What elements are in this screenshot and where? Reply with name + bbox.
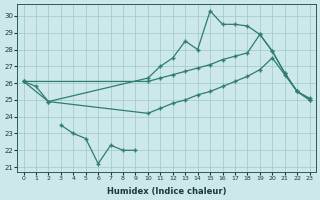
- X-axis label: Humidex (Indice chaleur): Humidex (Indice chaleur): [107, 187, 226, 196]
